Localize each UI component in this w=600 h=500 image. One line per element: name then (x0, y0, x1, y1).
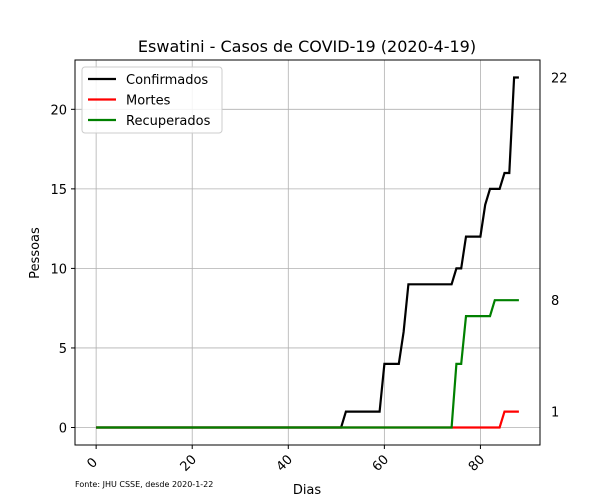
x-tick-label: 40 (274, 452, 296, 474)
y-tick-label: 5 (59, 342, 67, 357)
source-note: Fonte: JHU CSSE, desde 2020-1-22 (75, 480, 213, 489)
legend-label: Confirmados (126, 73, 208, 88)
series-line-confirmados (96, 76, 519, 429)
plot-frame (74, 59, 541, 446)
end-value-label: 1 (551, 406, 559, 421)
y-tick-label: 10 (50, 262, 67, 277)
legend-label: Recuperados (126, 114, 211, 129)
x-tick-label: 0 (84, 455, 100, 471)
legend-box (81, 66, 223, 134)
end-value-label: 8 (551, 294, 559, 309)
x-tick-label: 60 (370, 452, 392, 474)
end-labels: 22 8 1 (551, 72, 568, 421)
y-tick-label: 0 (59, 422, 67, 437)
series-lines (96, 76, 519, 429)
y-axis-label: Pessoas (28, 227, 43, 279)
end-value-label: 22 (551, 72, 568, 87)
legend-label: Mortes (126, 94, 171, 109)
series-line-recuperados (96, 299, 519, 429)
x-tick-label: 20 (178, 452, 200, 474)
chart-title: Eswatini - Casos de COVID-19 (2020-4-19) (138, 37, 476, 56)
y-tick-label: 15 (50, 183, 67, 198)
axis-ticks: 0 20 40 60 80 0 5 10 15 20 (50, 103, 488, 474)
x-axis-label: Dias (293, 483, 322, 498)
series-line-mortes (96, 410, 519, 429)
y-tick-label: 20 (50, 103, 67, 118)
legend: Confirmados Mortes Recuperados (81, 66, 223, 134)
x-tick-label: 80 (466, 452, 488, 474)
